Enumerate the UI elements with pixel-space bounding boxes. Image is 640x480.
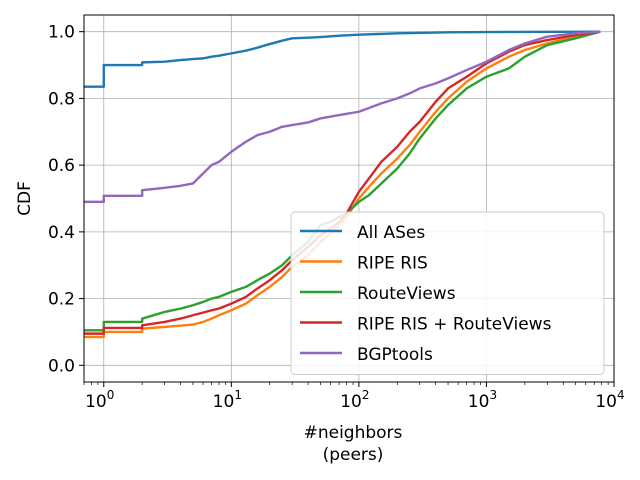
x-tick-exponent: 3 (489, 388, 497, 402)
x-axis-ticks: 100 101 102 103 104 (83, 382, 625, 412)
x-tick-label: 103 (468, 388, 497, 412)
x-axis-label: #neighbors (304, 423, 403, 443)
x-tick-exponent: 2 (362, 388, 370, 402)
y-tick-label: 0.8 (48, 89, 75, 109)
legend-label: BGPtools (357, 345, 433, 365)
legend-label: RouteViews (357, 284, 456, 304)
y-axis-label: CDF (15, 181, 35, 216)
x-tick-base: 10 (340, 392, 362, 412)
x-tick-base: 10 (468, 392, 490, 412)
y-tick-label: 0.4 (48, 223, 75, 243)
x-tick-base: 10 (595, 392, 617, 412)
plot-frame (83, 14, 615, 383)
legend-label: All ASes (357, 223, 425, 243)
legend-label: RIPE RIS (357, 254, 428, 274)
series-line-4 (84, 30, 601, 204)
x-tick-base: 10 (85, 392, 107, 412)
x-tick-label: 101 (213, 388, 242, 412)
y-tick-label: 1.0 (48, 23, 75, 43)
y-tick-label: 0.6 (48, 156, 75, 176)
legend-label: RIPE RIS + RouteViews (357, 315, 552, 335)
x-tick-base: 10 (213, 392, 235, 412)
y-axis-ticks: 0.0 0.2 0.4 0.6 0.8 1.0 (48, 23, 84, 376)
y-tick-label: 0.2 (48, 290, 75, 310)
x-tick-label: 100 (85, 388, 114, 412)
y-tick-label: 0.0 (48, 356, 75, 376)
legend: All ASes RIPE RIS RouteViews RIPE RIS + Rou… (290, 211, 605, 375)
x-axis-label-unit: (peers) (323, 445, 384, 465)
x-tick-exponent: 4 (617, 388, 625, 402)
x-tick-label: 102 (340, 388, 369, 412)
x-tick-exponent: 0 (107, 388, 115, 402)
legend-box (290, 211, 605, 375)
x-tick-exponent: 1 (234, 388, 242, 402)
x-tick-label: 104 (595, 388, 624, 412)
series-line-0 (84, 30, 601, 88)
